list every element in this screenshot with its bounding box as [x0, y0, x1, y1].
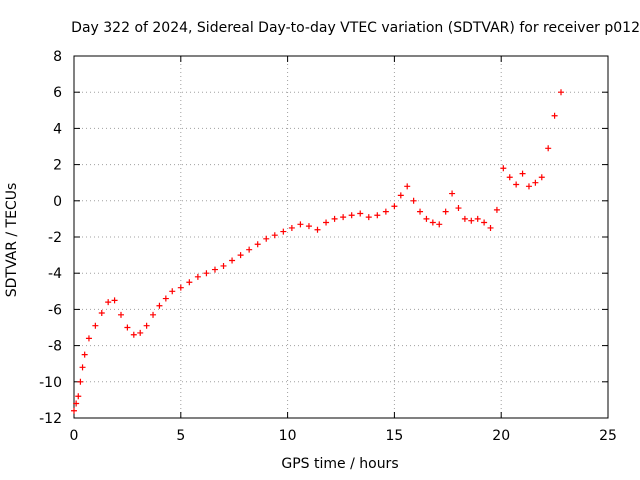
data-point — [105, 299, 112, 306]
grid-lines — [74, 56, 608, 418]
data-point — [220, 262, 227, 269]
data-point — [455, 205, 462, 212]
data-point — [111, 297, 118, 304]
data-point — [532, 179, 539, 186]
data-point — [211, 266, 218, 273]
data-point — [288, 224, 295, 231]
data-point — [391, 203, 398, 210]
data-point — [263, 235, 270, 242]
data-points — [71, 89, 565, 414]
data-point — [162, 295, 169, 302]
data-point — [271, 232, 278, 239]
data-point — [71, 407, 77, 414]
x-tick-label: 0 — [70, 428, 79, 444]
data-point — [423, 215, 430, 222]
y-tick-label: -8 — [48, 339, 62, 355]
data-point — [229, 257, 236, 264]
data-point — [73, 400, 80, 407]
x-tick-label: 10 — [279, 428, 297, 444]
data-point — [500, 165, 507, 172]
y-tick-label: -6 — [48, 302, 62, 318]
data-point — [429, 219, 436, 226]
x-tick-label: 25 — [599, 428, 617, 444]
data-point — [348, 212, 355, 219]
data-point — [551, 112, 558, 119]
y-tick-label: -10 — [39, 375, 62, 391]
data-point — [538, 174, 545, 181]
data-point — [177, 284, 184, 291]
y-tick-label: -12 — [39, 411, 62, 427]
data-point — [75, 393, 82, 400]
data-point — [305, 223, 312, 230]
data-point — [410, 197, 417, 204]
y-tick-label: -2 — [48, 230, 62, 246]
data-point — [513, 181, 520, 188]
data-point — [397, 192, 404, 199]
data-point — [150, 311, 157, 318]
data-point — [143, 322, 150, 329]
data-point — [340, 214, 347, 221]
y-axis-label: SDTVAR / TECUs — [4, 182, 20, 298]
data-point — [169, 288, 176, 295]
data-point — [85, 335, 92, 342]
data-point — [417, 208, 424, 215]
data-point — [194, 273, 201, 280]
data-point — [314, 226, 321, 233]
data-point — [506, 174, 513, 181]
data-point — [365, 214, 372, 221]
data-point — [436, 221, 443, 228]
data-point — [98, 310, 105, 317]
data-point — [519, 170, 526, 177]
y-tick-label: 8 — [53, 49, 62, 65]
data-point — [558, 89, 565, 96]
axis-ticks: 0 5 10 15 20 25 -12 -10 -8 -6 -4 -2 0 2 4 6 8 — [39, 49, 617, 444]
data-point — [374, 212, 381, 219]
data-point — [81, 351, 88, 358]
data-point — [203, 270, 210, 277]
data-point — [77, 378, 84, 385]
data-point — [461, 215, 468, 222]
data-point — [280, 228, 287, 235]
data-point — [137, 329, 144, 336]
y-tick-label: -4 — [48, 266, 62, 282]
data-point — [323, 219, 330, 226]
y-tick-label: 4 — [53, 121, 62, 137]
x-tick-label: 15 — [385, 428, 403, 444]
data-point — [186, 279, 193, 286]
data-point — [474, 215, 481, 222]
y-tick-label: 6 — [53, 85, 62, 101]
data-point — [79, 364, 86, 371]
data-point — [254, 241, 261, 248]
x-axis-label: GPS time / hours — [281, 456, 399, 472]
data-point — [237, 252, 244, 259]
y-tick-label: 0 — [53, 194, 62, 210]
y-tick-label: 2 — [53, 158, 62, 174]
data-point — [357, 210, 364, 217]
data-point — [449, 190, 456, 197]
data-point — [331, 215, 338, 222]
data-point — [156, 302, 163, 309]
data-point — [468, 217, 475, 224]
data-point — [246, 246, 253, 253]
data-point — [525, 183, 532, 190]
data-point — [124, 324, 131, 331]
data-point — [481, 219, 488, 226]
x-tick-label: 5 — [176, 428, 185, 444]
data-point — [117, 311, 124, 318]
data-point — [442, 208, 449, 215]
data-point — [487, 224, 494, 231]
x-tick-label: 20 — [492, 428, 510, 444]
data-point — [404, 183, 411, 190]
data-point — [382, 208, 389, 215]
data-point — [130, 331, 137, 338]
chart-title: Day 322 of 2024, Sidereal Day-to-day VTE… — [71, 20, 640, 36]
data-point — [545, 145, 552, 152]
data-point — [297, 221, 304, 228]
data-point — [493, 206, 500, 213]
data-point — [92, 322, 99, 329]
